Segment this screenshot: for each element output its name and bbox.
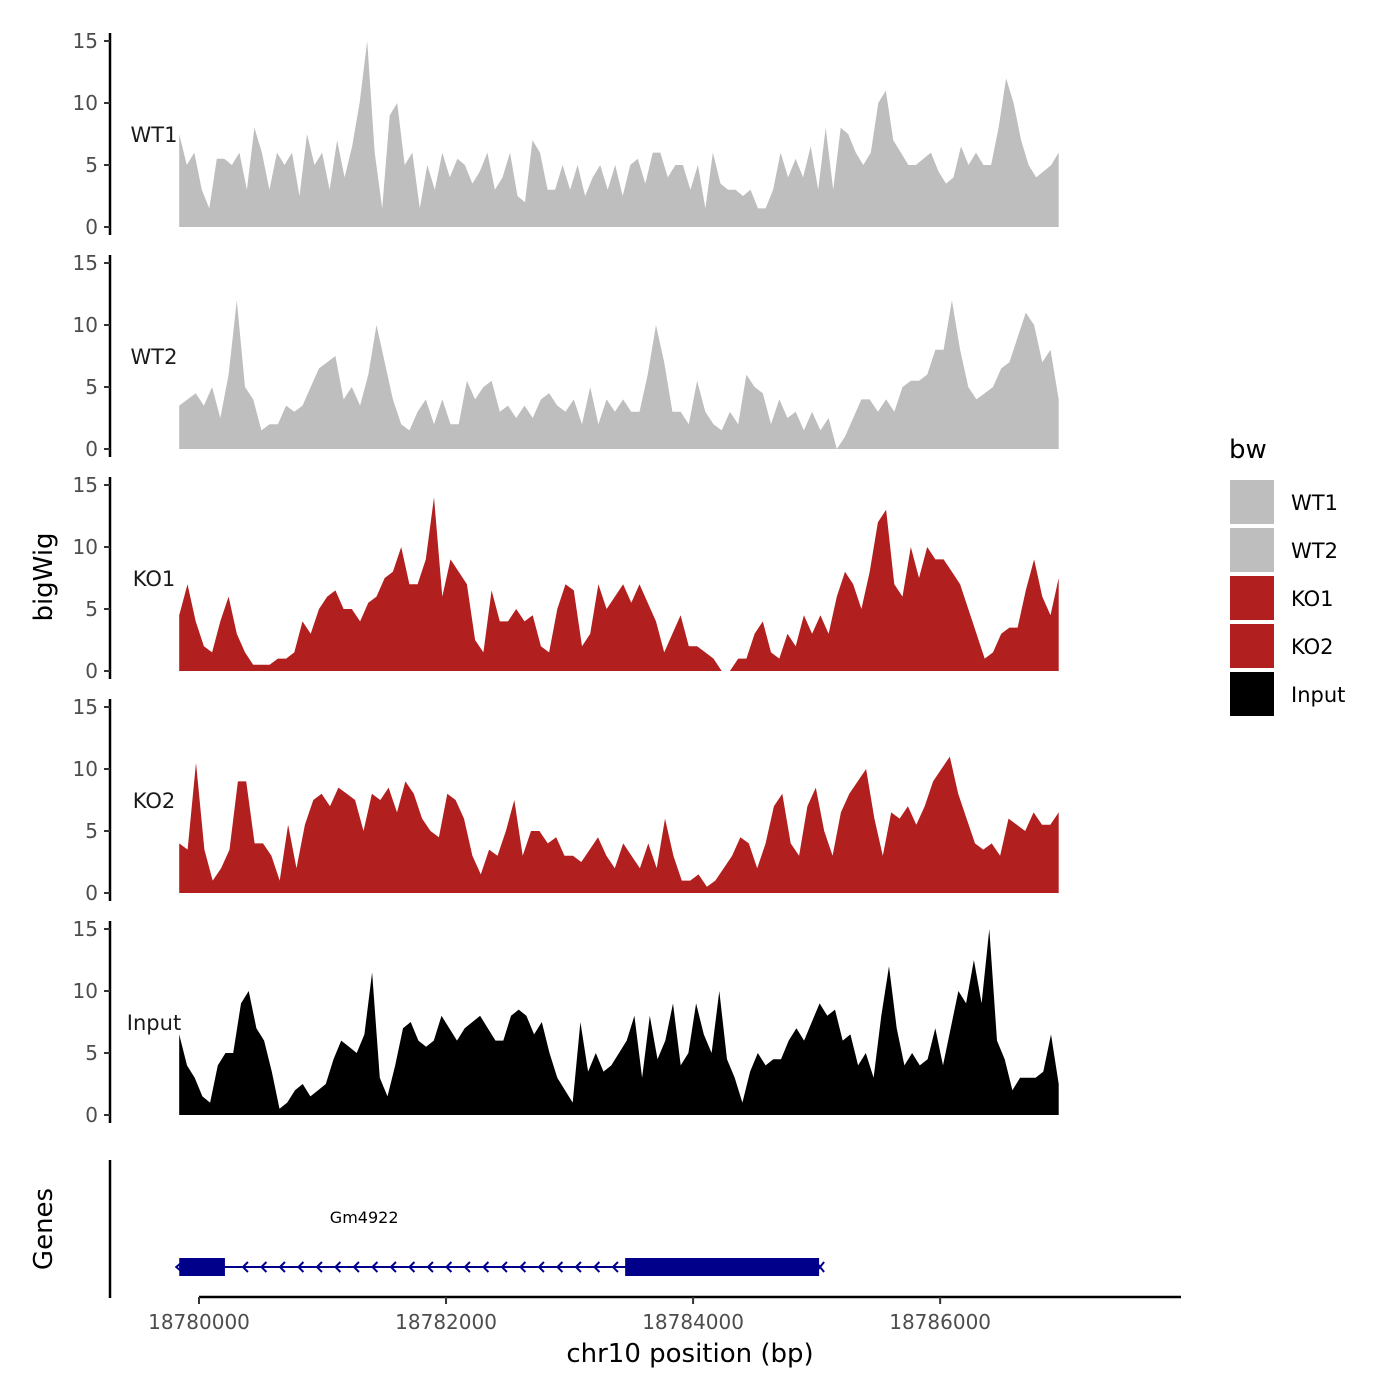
signal-area-wt1 xyxy=(179,41,1059,227)
legend-swatch-ko1 xyxy=(1230,576,1274,620)
gene-gm4922: Gm4922 xyxy=(174,1208,825,1276)
strand-arrow xyxy=(537,1261,545,1273)
strand-arrow xyxy=(556,1261,564,1273)
track-wt1: 0 5 10 15 WT1 xyxy=(73,29,1059,239)
strand-arrow xyxy=(519,1261,527,1273)
y-tick-label: 10 xyxy=(73,535,98,559)
strand-arrow xyxy=(611,1261,619,1273)
y-tick-label: 0 xyxy=(85,881,98,905)
strand-arrow xyxy=(426,1261,434,1273)
x-axis-title: chr10 position (bp) xyxy=(566,1339,813,1369)
tracks-panel: 0 5 10 15 WT1 0 5 10 15 WT2 0 5 10 15 KO1 0 5 10 15 KO2 0 5 10… xyxy=(73,29,1059,1127)
gene-exon xyxy=(179,1258,225,1276)
signal-area-wt2 xyxy=(179,300,1059,449)
gene-exon xyxy=(625,1258,820,1276)
strand-arrow xyxy=(593,1261,601,1273)
legend-label-ko1: KO1 xyxy=(1291,587,1334,611)
strand-arrow xyxy=(500,1261,508,1273)
legend-swatch-wt2 xyxy=(1230,528,1274,572)
y-tick-label: 15 xyxy=(73,29,98,53)
track-wt2: 0 5 10 15 WT2 xyxy=(73,251,1059,461)
x-axis: 18780000 18782000 18784000 18786000 xyxy=(148,1295,1181,1334)
strand-arrow xyxy=(445,1261,453,1273)
legend-swatch-input xyxy=(1230,672,1274,716)
signal-area-input xyxy=(179,929,1059,1115)
gene-name-label: Gm4922 xyxy=(330,1208,399,1227)
y-tick-label: 15 xyxy=(73,695,98,719)
genes-axis-title: Genes xyxy=(29,1188,59,1270)
y-axis-title: bigWig xyxy=(29,532,59,621)
strand-arrow xyxy=(463,1261,471,1273)
signal-area-ko2 xyxy=(179,756,1059,893)
y-tick-label: 10 xyxy=(73,91,98,115)
legend: bw WT1 WT2 KO1 KO2 Input xyxy=(1229,435,1345,716)
strand-arrow xyxy=(241,1261,249,1273)
legend-label-wt1: WT1 xyxy=(1291,491,1338,515)
strand-arrow xyxy=(408,1261,416,1273)
y-tick-label: 5 xyxy=(85,819,98,843)
y-tick-label: 15 xyxy=(73,917,98,941)
y-tick-label: 5 xyxy=(85,1041,98,1065)
track-label: WT1 xyxy=(131,123,178,147)
y-tick-label: 10 xyxy=(73,979,98,1003)
legend-title: bw xyxy=(1229,435,1267,465)
strand-arrow xyxy=(482,1261,490,1273)
legend-swatch-wt1 xyxy=(1230,480,1274,524)
y-tick-label: 10 xyxy=(73,757,98,781)
y-tick-label: 15 xyxy=(73,473,98,497)
legend-label-input: Input xyxy=(1291,683,1345,707)
y-tick-label: 0 xyxy=(85,659,98,683)
y-tick-label: 5 xyxy=(85,375,98,399)
y-tick-label: 5 xyxy=(85,597,98,621)
track-label: WT2 xyxy=(131,345,178,369)
track-label: Input xyxy=(127,1011,181,1035)
strand-arrow xyxy=(334,1261,342,1273)
x-tick-label: 18786000 xyxy=(889,1310,991,1334)
track-ko1: 0 5 10 15 KO1 xyxy=(73,473,1059,683)
genes-panel: Gm4922 xyxy=(108,1160,825,1298)
strand-arrow xyxy=(297,1261,305,1273)
strand-arrow xyxy=(278,1261,286,1273)
strand-arrow xyxy=(315,1261,323,1273)
legend-swatch-ko2 xyxy=(1230,624,1274,668)
legend-label-ko2: KO2 xyxy=(1291,635,1334,659)
x-tick-label: 18784000 xyxy=(642,1310,744,1334)
strand-arrow xyxy=(260,1261,268,1273)
track-label: KO1 xyxy=(133,567,176,591)
y-tick-label: 0 xyxy=(85,1103,98,1127)
x-tick-label: 18782000 xyxy=(395,1310,497,1334)
y-tick-label: 5 xyxy=(85,153,98,177)
strand-arrow xyxy=(574,1261,582,1273)
y-tick-label: 0 xyxy=(85,437,98,461)
strand-arrow xyxy=(371,1261,379,1273)
y-tick-label: 0 xyxy=(85,215,98,239)
strand-arrow xyxy=(389,1261,397,1273)
signal-area-ko1 xyxy=(179,497,1059,671)
track-input: 0 5 10 15 Input xyxy=(73,917,1059,1127)
track-ko2: 0 5 10 15 KO2 xyxy=(73,695,1059,905)
legend-label-wt2: WT2 xyxy=(1291,539,1338,563)
y-tick-label: 10 xyxy=(73,313,98,337)
x-tick-label: 18780000 xyxy=(148,1310,250,1334)
track-label: KO2 xyxy=(133,789,176,813)
y-tick-label: 15 xyxy=(73,251,98,275)
strand-arrow xyxy=(352,1261,360,1273)
